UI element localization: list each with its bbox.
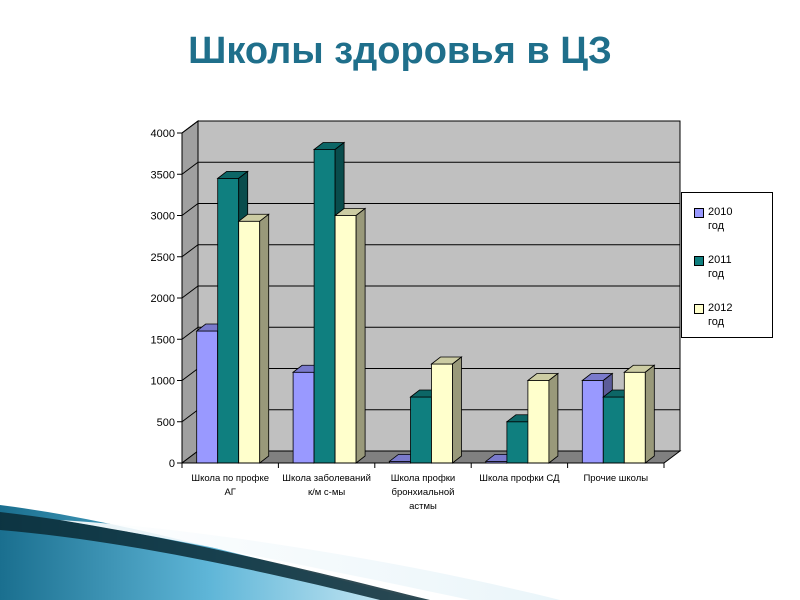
y-tick-label: 3500	[151, 169, 175, 181]
x-tick-label: к/м с-мы	[308, 487, 345, 498]
chart-legend: 2010 год 2011 год 2012 год	[681, 192, 773, 338]
legend-swatch	[694, 208, 704, 218]
y-tick-label: 500	[157, 417, 175, 429]
bar	[623, 364, 656, 464]
bar	[526, 372, 560, 464]
chart-bars	[195, 141, 656, 464]
gridline-side	[181, 285, 199, 299]
legend-label: 2010	[708, 206, 733, 218]
legend-swatch	[694, 256, 704, 266]
y-axis: 0 500 1000 1500 2000 2500 3000 3500 4000	[151, 128, 183, 470]
legend-label: 2011	[708, 254, 732, 266]
y-tick-label: 2000	[151, 293, 175, 305]
gridline-side	[181, 326, 199, 340]
x-tick-label: Школа профки СД	[479, 473, 560, 484]
y-tick-label: 3000	[151, 211, 175, 223]
x-axis: Школа по профке АГ Школа заболеваний к/м с-…	[181, 462, 665, 512]
y-tick-label: 4000	[151, 128, 175, 140]
gridline-side	[181, 368, 199, 381]
gridline-side	[181, 409, 199, 423]
x-tick-label: Школа по профке	[191, 473, 269, 484]
gridline-side	[181, 203, 199, 216]
gridline-side	[181, 161, 199, 175]
legend-label: год	[708, 268, 725, 280]
bar	[333, 207, 367, 464]
gridline-side	[181, 244, 199, 258]
legend-label: год	[708, 316, 725, 328]
y-tick-label: 1000	[151, 376, 175, 388]
bar	[430, 356, 463, 464]
x-tick-label: бронхиальной	[392, 487, 455, 498]
x-tick-label: Прочие школы	[583, 473, 648, 484]
bar	[237, 213, 270, 464]
y-tick-label: 1500	[151, 334, 175, 346]
x-tick-label: Школа заболеваний	[282, 473, 371, 484]
y-tick-label: 0	[169, 458, 175, 470]
legend-label: год	[708, 220, 725, 232]
gridline-side	[181, 120, 199, 134]
legend-swatch	[694, 304, 704, 314]
chart-gridlines	[181, 120, 680, 423]
y-tick-label: 2500	[151, 252, 175, 264]
legend-label: 2012	[708, 302, 733, 314]
page-title: Школы здоровья в ЦЗ	[188, 30, 612, 72]
x-tick-label: астмы	[409, 501, 437, 512]
x-tick-label: Школа профки	[391, 473, 456, 484]
x-tick-label: АГ	[224, 487, 235, 498]
